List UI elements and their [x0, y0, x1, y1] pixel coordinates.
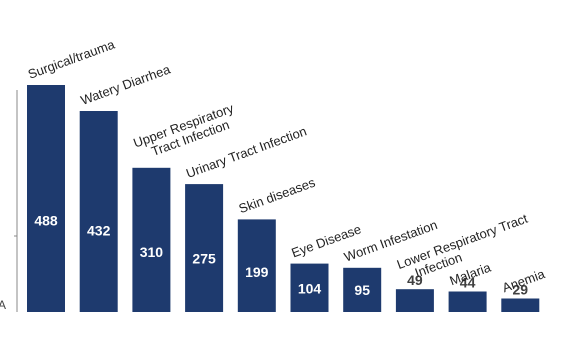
bar	[448, 291, 487, 312]
bar	[27, 85, 65, 312]
data-label: 275	[192, 250, 216, 266]
bars-layer	[27, 85, 540, 312]
bar	[501, 298, 540, 312]
bar	[343, 267, 382, 312]
data-label: 488	[34, 213, 58, 229]
clipped-axis-label: A	[0, 298, 6, 312]
bar	[290, 263, 329, 312]
bar	[185, 184, 224, 312]
data-label: 310	[140, 244, 164, 260]
data-label: 432	[87, 223, 111, 239]
bar	[395, 289, 434, 312]
bar	[237, 219, 276, 312]
category-label: Watery Diarrhea	[79, 61, 173, 108]
data-label: 44	[460, 275, 476, 291]
data-label: 49	[407, 272, 423, 288]
data-label: 199	[245, 264, 269, 280]
data-label: 95	[354, 282, 370, 298]
data-label: 29	[513, 282, 529, 298]
category-label-line: Surgical/trauma	[26, 36, 117, 81]
axis-layer	[14, 90, 18, 312]
category-label: Surgical/trauma	[26, 36, 117, 81]
category-label-line: Watery Diarrhea	[79, 61, 173, 108]
data-label: 104	[298, 281, 322, 297]
bar	[132, 167, 171, 312]
category-label-line: Skin diseases	[237, 175, 318, 217]
category-label: Skin diseases	[237, 175, 318, 217]
bar	[79, 111, 118, 312]
value-labels-layer: 488 432 310 275 199 104 95 49 44 29	[34, 213, 528, 299]
